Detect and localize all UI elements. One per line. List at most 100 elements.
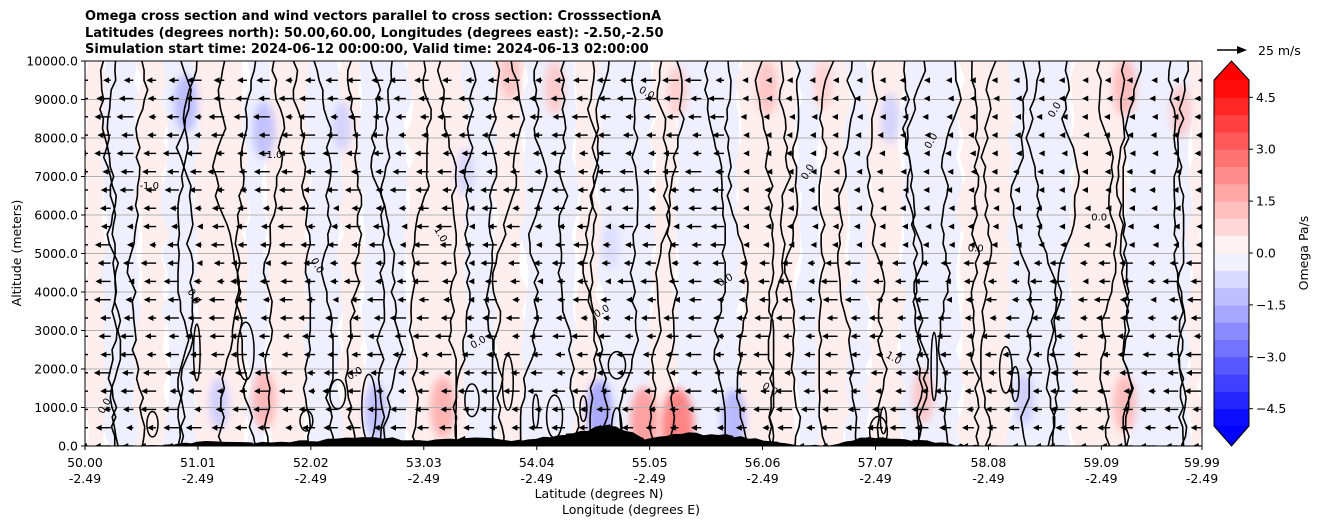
- y-tick-label: 4000.0: [34, 285, 78, 300]
- wind-vector-head: [194, 205, 201, 212]
- wind-vector-head: [850, 388, 857, 395]
- wind-vector-head: [825, 260, 832, 267]
- wind-vector-head: [965, 351, 972, 358]
- wind-vector-head: [1010, 278, 1017, 285]
- wind-vector-head: [763, 113, 770, 120]
- contour-line: [783, 61, 802, 446]
- wind-vector-head: [964, 314, 971, 321]
- wind-vector-head: [371, 77, 378, 84]
- wind-vector-head: [298, 406, 305, 413]
- wind-vector-head: [511, 333, 518, 340]
- wind-vector-head: [970, 168, 977, 175]
- wind-vector-head: [894, 278, 901, 285]
- wind-vector-head: [278, 150, 285, 157]
- wind-vector-head: [764, 186, 771, 193]
- wind-vector-head: [554, 241, 561, 248]
- contour-loop: [998, 345, 1013, 394]
- wind-vector-head: [1015, 205, 1022, 212]
- wind-vector-head: [787, 168, 794, 175]
- wind-vector-head: [775, 314, 782, 321]
- wind-vector-head: [367, 406, 374, 413]
- colorbar-extend-max: [1214, 61, 1249, 80]
- wind-vector-head: [987, 278, 994, 285]
- wind-vector-head: [169, 205, 176, 212]
- wind-vector-head: [844, 296, 851, 303]
- contour-line: [99, 61, 122, 446]
- wind-vector-head: [143, 150, 150, 157]
- wind-vector-head: [332, 205, 339, 212]
- wind-vector-head: [648, 186, 655, 193]
- wind-vector-head: [436, 351, 443, 358]
- wind-vector-head: [1025, 369, 1032, 376]
- wind-vector-head: [413, 241, 420, 248]
- wind-vector-head: [1126, 168, 1133, 175]
- wind-vector-head: [507, 260, 514, 267]
- x-axis-label-latitude: Latitude (degrees N): [535, 486, 664, 501]
- x-tick-label-longitude: -2.49: [295, 471, 327, 486]
- contour-line: [980, 61, 997, 446]
- wind-vector-head: [126, 241, 133, 248]
- wind-vector-head: [397, 260, 404, 267]
- wind-vector-head: [596, 77, 603, 84]
- wind-vector-head: [1061, 113, 1068, 120]
- wind-vector-head: [621, 424, 628, 431]
- wind-vector-head: [534, 168, 541, 175]
- wind-vector-head: [605, 205, 612, 212]
- wind-vectors: [79, 77, 1202, 446]
- wind-vector-head: [762, 241, 769, 248]
- wind-vector-head: [921, 388, 928, 395]
- wind-vector-head: [1035, 205, 1042, 212]
- contour-line: [648, 61, 671, 446]
- wind-vector-head: [208, 314, 215, 321]
- wind-vector-head: [421, 132, 428, 139]
- wind-vector-head: [902, 150, 909, 157]
- wind-vector-head: [668, 388, 675, 395]
- wind-vector-head: [345, 424, 352, 431]
- wind-vector-head: [351, 205, 358, 212]
- wind-vector-head: [458, 168, 465, 175]
- wind-vector-head: [185, 95, 192, 102]
- wind-vector-head: [891, 260, 898, 267]
- omega-anomaly: [499, 61, 521, 101]
- wind-vector-head: [710, 223, 717, 230]
- wind-vector-head: [488, 424, 495, 431]
- wind-vector-head: [923, 205, 930, 212]
- wind-vector-head: [1126, 77, 1133, 84]
- wind-vector-head: [306, 223, 313, 230]
- wind-vector-head: [963, 278, 970, 285]
- wind-vector-head: [99, 314, 106, 321]
- omega-anomaly: [661, 387, 694, 446]
- wind-vector-head: [1025, 333, 1032, 340]
- wind-vector-head: [511, 406, 518, 413]
- wind-vector-head: [920, 260, 927, 267]
- wind-vector-head: [372, 113, 379, 120]
- wind-vector-head: [579, 406, 586, 413]
- wind-vector-head: [735, 369, 742, 376]
- wind-vector-head: [306, 369, 313, 376]
- wind-vector-head: [327, 333, 334, 340]
- wind-vector-head: [945, 77, 952, 84]
- wind-vector-head: [285, 77, 292, 84]
- x-tick-label-longitude: -2.49: [1085, 471, 1117, 486]
- wind-vector-head: [924, 77, 931, 84]
- wind-vector-head: [509, 278, 516, 285]
- wind-vector-head: [416, 388, 423, 395]
- wind-vector-head: [810, 168, 817, 175]
- contour-loop: [299, 409, 314, 432]
- contour-line: [1009, 61, 1035, 446]
- wind-vector-head: [880, 205, 887, 212]
- wind-vector-head: [239, 186, 246, 193]
- wind-vector-head: [574, 132, 581, 139]
- wind-vector-head: [1033, 260, 1040, 267]
- wind-vector-head: [742, 205, 749, 212]
- wind-vector-head: [278, 241, 285, 248]
- wind-vector-head: [194, 132, 201, 139]
- wind-vector-head: [79, 388, 85, 394]
- colorbar-level: [1214, 270, 1249, 289]
- wind-vector-head: [688, 205, 695, 212]
- wind-vector-head: [398, 132, 405, 139]
- wind-vector-head: [1142, 351, 1149, 358]
- wind-vector-head: [798, 314, 805, 321]
- wind-vector-head: [1055, 333, 1062, 340]
- title-line-2: Latitudes (degrees north): 50.00,60.00, …: [85, 25, 664, 41]
